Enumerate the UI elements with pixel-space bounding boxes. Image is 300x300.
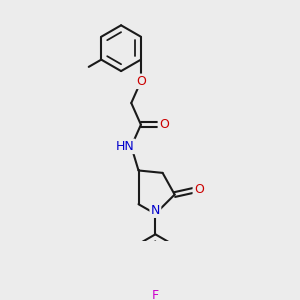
- Text: F: F: [152, 289, 159, 300]
- Text: O: O: [194, 183, 204, 196]
- Text: N: N: [151, 204, 160, 217]
- Text: O: O: [136, 75, 146, 88]
- Text: HN: HN: [116, 140, 135, 153]
- Text: O: O: [159, 118, 169, 131]
